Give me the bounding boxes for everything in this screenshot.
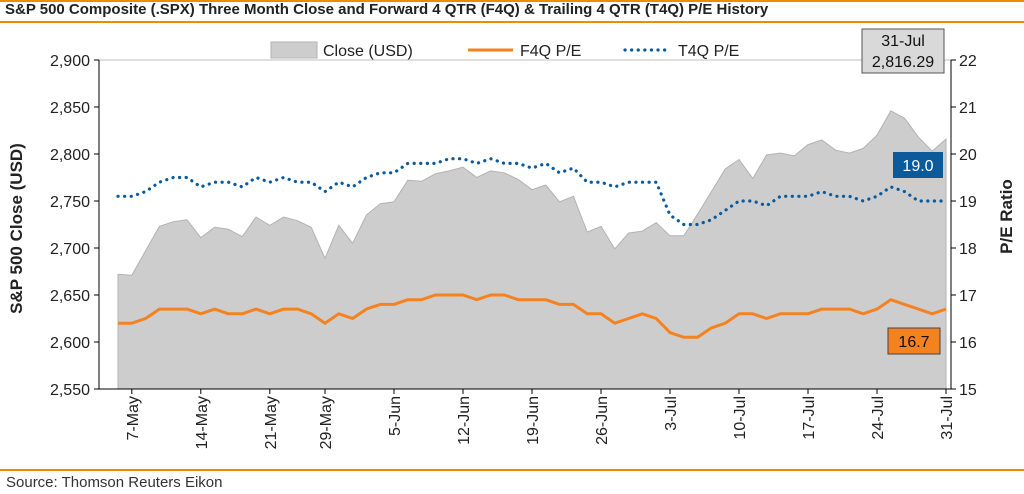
x-tick-label: 21-May	[263, 396, 280, 449]
right-tick-label: 21	[959, 100, 977, 117]
f4q-callout-box	[887, 327, 941, 355]
x-tick-label: 12-Jun	[456, 396, 473, 445]
left-tick-label: 2,850	[50, 100, 90, 117]
close-usd-area	[117, 110, 947, 390]
x-tick-label: 29-May	[318, 396, 335, 449]
x-tick-label: 14-May	[194, 396, 211, 449]
right-tick-label: 15	[959, 382, 977, 399]
pe-lines-layer	[116, 157, 948, 339]
x-tick-label: 7-May	[125, 396, 142, 440]
right-tick-label: 18	[959, 241, 977, 258]
chart-title: S&P 500 Composite (.SPX) Three Month Clo…	[5, 1, 769, 18]
right-tick-label: 22	[959, 53, 977, 70]
right-tick-label: 17	[959, 288, 977, 305]
x-tick-label: 31-Jul	[939, 396, 956, 440]
t4q-callout-value: 19.0	[902, 158, 933, 175]
close-area-layer	[117, 110, 947, 390]
f4q-callout-value: 16.7	[898, 334, 929, 351]
t4q-callout-box	[893, 152, 943, 178]
x-tick-label: 26-Jun	[594, 396, 611, 445]
legend-close-label: Close (USD)	[323, 43, 413, 60]
chart-svg: 2,550 2,600 2,650 2,700 2,750 2,800 2,850 2,900…	[7, 28, 1016, 449]
x-tick-label: 17-Jul	[801, 396, 818, 440]
right-axis-title: P/E Ratio	[997, 179, 1016, 254]
left-axis-title: S&P 500 Close (USD)	[7, 143, 26, 314]
left-tick-label: 2,700	[50, 241, 90, 258]
f4q-pe-line	[118, 293, 947, 339]
x-tick-label: 3-Jul	[663, 396, 680, 431]
x-tick-label: 24-Jul	[870, 396, 887, 440]
legend-t4q-label: T4Q P/E	[678, 43, 739, 60]
right-tick-label: 20	[959, 147, 977, 164]
latest-date-label: 31-Jul	[881, 33, 925, 50]
right-tick-label: 16	[959, 335, 977, 352]
source-rule	[0, 469, 1024, 471]
left-tick-label: 2,900	[50, 53, 90, 70]
title-bottom-rule	[0, 21, 1024, 23]
x-tick-label: 19-Jun	[525, 396, 542, 445]
x-tick-label: 10-Jul	[732, 396, 749, 440]
x-tick-label: 5-Jun	[387, 396, 404, 436]
left-tick-label: 2,550	[50, 382, 90, 399]
source-note: Source: Thomson Reuters Eikon	[6, 474, 223, 491]
callouts: 31-Jul 2,816.29 19.0 16.7	[861, 28, 945, 355]
left-tick-label: 2,600	[50, 335, 90, 352]
latest-close-value: 2,816.29	[872, 54, 934, 71]
latest-close-box	[861, 28, 945, 74]
axes-layer: 2,550 2,600 2,650 2,700 2,750 2,800 2,850 2,900…	[7, 53, 1016, 449]
left-tick-label: 2,650	[50, 288, 90, 305]
legend: Close (USD) F4Q P/E T4Q P/E	[270, 41, 739, 60]
legend-f4q-label: F4Q P/E	[520, 43, 581, 60]
left-tick-label: 2,750	[50, 194, 90, 211]
left-tick-label: 2,800	[50, 147, 90, 164]
right-tick-label: 19	[959, 194, 977, 211]
legend-close-swatch	[270, 41, 318, 59]
title-top-rule	[0, 0, 1024, 2]
